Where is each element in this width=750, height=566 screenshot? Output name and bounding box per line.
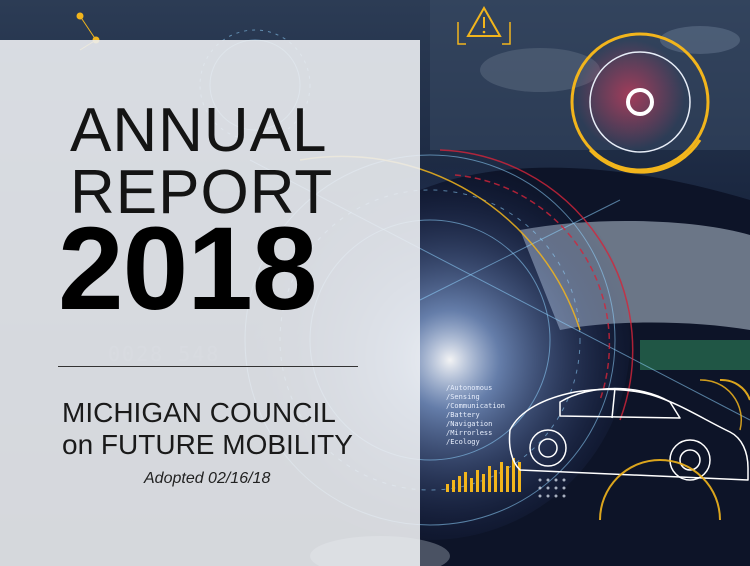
title-annual: ANNUAL bbox=[70, 96, 328, 165]
hud-item: /Mirrorless bbox=[446, 429, 493, 437]
report-year: 2018 bbox=[58, 203, 318, 335]
warning-triangle-icon bbox=[457, 5, 511, 45]
title-report: REPORT bbox=[70, 158, 334, 227]
adopted-date: Adopted 02/16/18 bbox=[144, 470, 271, 487]
title-panel bbox=[0, 40, 420, 566]
hud-item: /Communication bbox=[446, 402, 506, 410]
hud-item: /Battery bbox=[446, 411, 480, 419]
hud-feature-list: /Autonomous /Sensing /Communication /Bat… bbox=[446, 384, 505, 447]
organization-line-1: MICHIGAN COUNCIL bbox=[62, 397, 336, 428]
hud-item: /Sensing bbox=[446, 393, 480, 401]
title-divider bbox=[58, 366, 358, 367]
hud-item: /Ecology bbox=[446, 438, 480, 446]
organization-line-2: on FUTURE MOBILITY bbox=[62, 429, 353, 460]
target-reticle-icon bbox=[570, 32, 710, 174]
hud-item: /Autonomous bbox=[446, 384, 493, 392]
hud-item: /Navigation bbox=[446, 420, 493, 428]
